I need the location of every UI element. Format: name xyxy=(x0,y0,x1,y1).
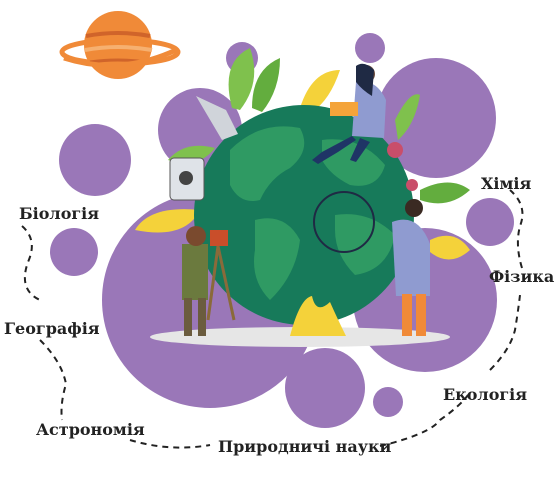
leaf-big-top xyxy=(228,48,255,110)
dashed-path xyxy=(21,189,524,449)
globe-icon xyxy=(194,105,414,325)
label-biology: Біологія xyxy=(19,204,100,223)
person-surveyor-icon xyxy=(182,226,236,336)
planet-icon xyxy=(59,11,181,79)
leaf-top-mid xyxy=(252,58,280,112)
label-geography: Географія xyxy=(4,319,100,338)
leaf-right-green xyxy=(395,94,420,140)
circle-bottom xyxy=(285,348,365,428)
label-astronomy: Астрономія xyxy=(36,420,145,439)
circle-top-small-b xyxy=(355,33,385,63)
leaf-right-yellow xyxy=(430,235,470,260)
label-ecology: Екологія xyxy=(443,385,528,404)
leaf-right-green-2 xyxy=(420,182,470,204)
circle-left-mid xyxy=(59,124,131,196)
person-scientist-icon xyxy=(313,191,430,336)
leaf-yellow-top xyxy=(300,70,340,112)
label-physics: Фізика xyxy=(489,267,555,286)
circle-bottom-small xyxy=(373,387,403,417)
label-chemistry: Хімія xyxy=(481,174,532,193)
leaf-left-yellow xyxy=(135,209,200,233)
person-laptop-icon xyxy=(312,63,386,164)
circle-top-right xyxy=(376,58,496,178)
base-plant xyxy=(290,296,346,336)
circle-left-small xyxy=(50,228,98,276)
lab-tools-icon xyxy=(169,96,418,201)
label-natural-sciences: Природничі науки xyxy=(218,437,392,456)
circle-right-small xyxy=(466,198,514,246)
ground-shadow xyxy=(150,327,450,347)
